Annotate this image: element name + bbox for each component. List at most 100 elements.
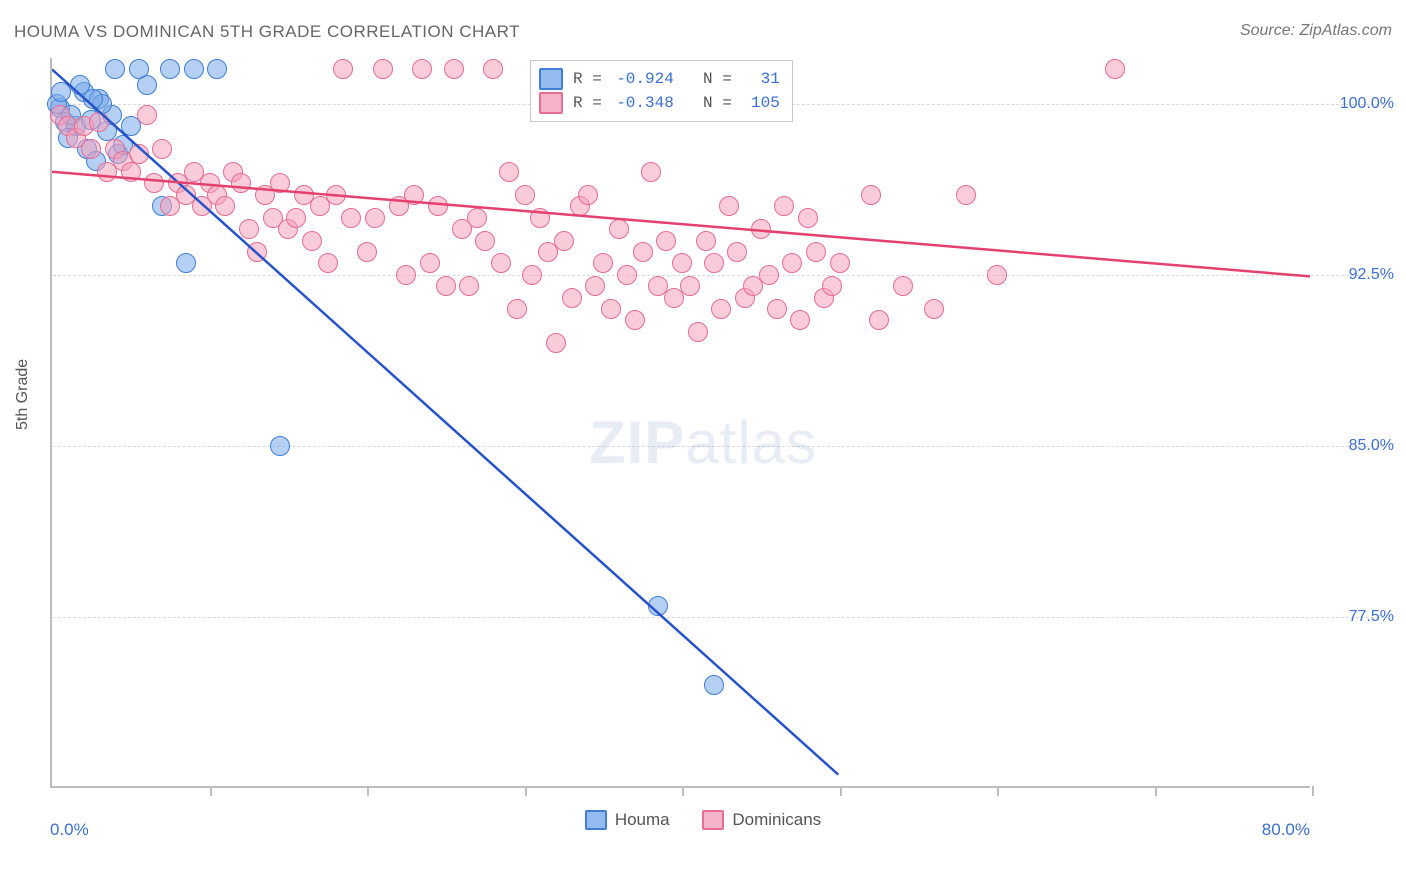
data-point — [672, 253, 692, 273]
y-tick-label: 100.0% — [1322, 95, 1394, 113]
gridline — [53, 617, 1384, 618]
data-point — [341, 208, 361, 228]
data-point — [459, 276, 479, 296]
data-point — [782, 253, 802, 273]
data-point — [396, 265, 416, 285]
data-point — [585, 276, 605, 296]
data-point — [530, 208, 550, 228]
stat-n-houma: 31 — [742, 67, 780, 91]
data-point — [680, 276, 700, 296]
data-point — [475, 231, 495, 251]
legend-item-houma: Houma — [585, 810, 670, 830]
data-point — [144, 173, 164, 193]
data-point — [751, 219, 771, 239]
data-point — [176, 253, 196, 273]
data-point — [51, 82, 71, 102]
data-point — [554, 231, 574, 251]
data-point — [152, 139, 172, 159]
data-point — [578, 185, 598, 205]
data-point — [137, 105, 157, 125]
x-tick — [1312, 786, 1314, 796]
stat-r-dominicans: -0.348 — [612, 91, 674, 115]
x-tick — [1155, 786, 1157, 796]
stat-r-key: R = — [573, 91, 602, 115]
data-point — [688, 322, 708, 342]
legend-bottom: Houma Dominicans — [0, 810, 1406, 835]
data-point — [83, 89, 103, 109]
swatch-dominicans — [539, 92, 563, 114]
data-point — [987, 265, 1007, 285]
data-point — [790, 310, 810, 330]
x-tick — [682, 786, 684, 796]
data-point — [318, 253, 338, 273]
chart-title: HOUMA VS DOMINICAN 5TH GRADE CORRELATION… — [14, 22, 520, 42]
data-point — [719, 196, 739, 216]
data-point — [373, 59, 393, 79]
data-point — [89, 112, 109, 132]
data-point — [270, 173, 290, 193]
data-point — [656, 231, 676, 251]
y-axis-title: 5th Grade — [14, 359, 32, 430]
stat-n-dominicans: 105 — [742, 91, 780, 115]
legend-item-dominicans: Dominicans — [702, 810, 821, 830]
data-point — [160, 59, 180, 79]
data-point — [507, 299, 527, 319]
data-point — [711, 299, 731, 319]
x-tick — [210, 786, 212, 796]
legend-stats-row-dominicans: R = -0.348 N = 105 — [539, 91, 780, 115]
data-point — [420, 253, 440, 273]
data-point — [137, 75, 157, 95]
data-point — [286, 208, 306, 228]
data-point — [822, 276, 842, 296]
data-point — [207, 59, 227, 79]
data-point — [239, 219, 259, 239]
y-tick-label: 77.5% — [1322, 608, 1394, 626]
data-point — [924, 299, 944, 319]
y-tick-label: 92.5% — [1322, 266, 1394, 284]
data-point — [704, 675, 724, 695]
data-point — [893, 276, 913, 296]
data-point — [499, 162, 519, 182]
legend-stats-box: R = -0.924 N = 31 R = -0.348 N = 105 — [530, 60, 793, 122]
stat-n-key: N = — [684, 91, 732, 115]
data-point — [444, 59, 464, 79]
legend-stats-row-houma: R = -0.924 N = 31 — [539, 67, 780, 91]
data-point — [625, 310, 645, 330]
legend-swatch-dominicans — [702, 810, 724, 830]
data-point — [184, 59, 204, 79]
data-point — [830, 253, 850, 273]
data-point — [436, 276, 456, 296]
data-point — [727, 242, 747, 262]
data-point — [129, 144, 149, 164]
legend-label-dominicans: Dominicans — [732, 810, 821, 830]
data-point — [593, 253, 613, 273]
data-point — [515, 185, 535, 205]
data-point — [231, 173, 251, 193]
legend-label-houma: Houma — [615, 810, 670, 830]
data-point — [641, 162, 661, 182]
data-point — [798, 208, 818, 228]
data-point — [696, 231, 716, 251]
data-point — [404, 185, 424, 205]
data-point — [326, 185, 346, 205]
data-point — [633, 242, 653, 262]
y-tick-label: 85.0% — [1322, 437, 1394, 455]
data-point — [767, 299, 787, 319]
data-point — [869, 310, 889, 330]
data-point — [562, 288, 582, 308]
data-point — [215, 196, 235, 216]
source-label: Source: ZipAtlas.com — [1240, 22, 1392, 40]
data-point — [806, 242, 826, 262]
data-point — [467, 208, 487, 228]
x-tick — [525, 786, 527, 796]
data-point — [81, 139, 101, 159]
data-point — [522, 265, 542, 285]
data-point — [333, 59, 353, 79]
data-point — [412, 59, 432, 79]
data-point — [759, 265, 779, 285]
plot-area: 100.0%92.5%85.0%77.5% — [50, 58, 1310, 788]
x-tick — [840, 786, 842, 796]
data-point — [1105, 59, 1125, 79]
stat-r-key: R = — [573, 67, 602, 91]
data-point — [483, 59, 503, 79]
